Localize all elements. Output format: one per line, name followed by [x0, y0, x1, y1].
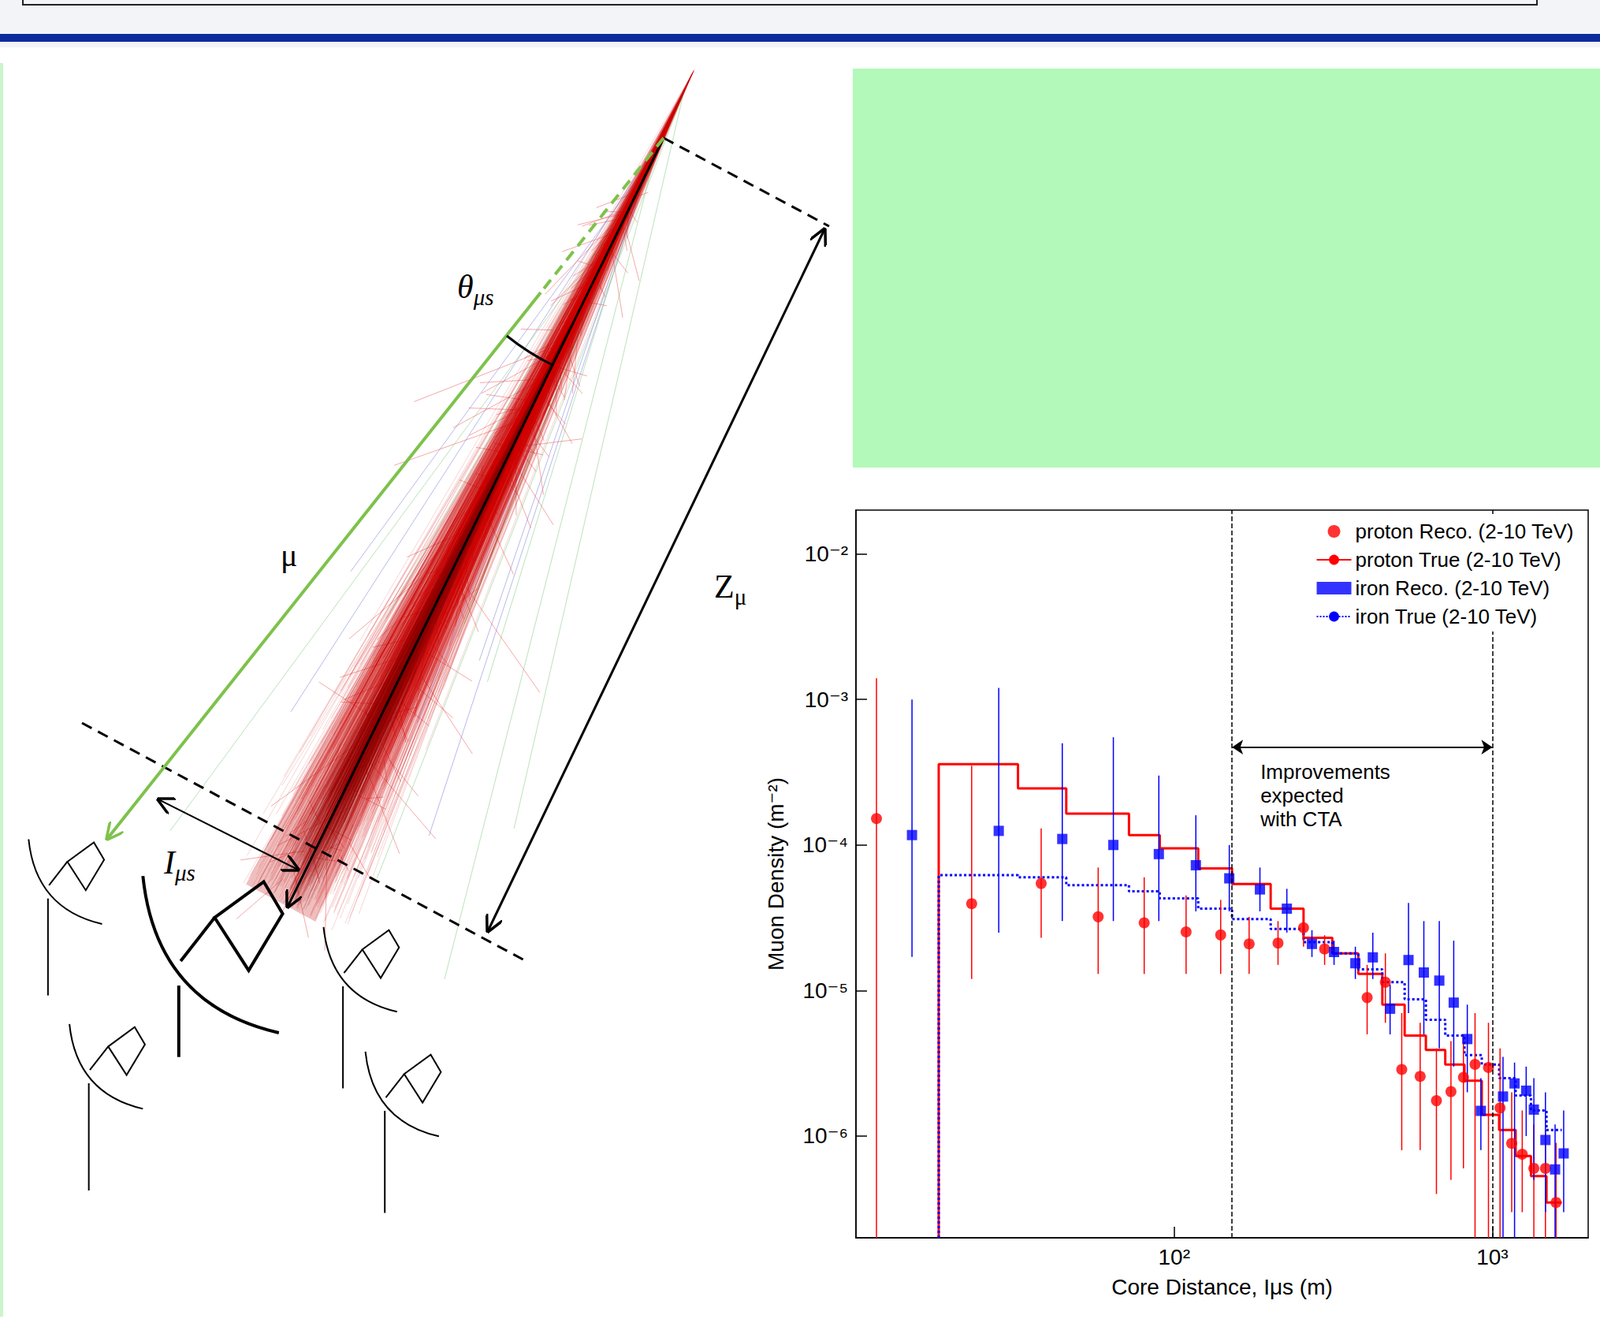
svg-text:10³: 10³: [1476, 1244, 1508, 1269]
svg-text:proton Reco. (2-10 TeV): proton Reco. (2-10 TeV): [1355, 519, 1574, 544]
svg-text:expected: expected: [1260, 783, 1344, 808]
svg-text:Muon Density (m⁻²): Muon Density (m⁻²): [763, 777, 789, 971]
svg-text:μ: μ: [280, 537, 298, 574]
svg-text:Zμ: Zμ: [714, 568, 747, 610]
svg-text:Iμs: Iμs: [163, 844, 196, 886]
svg-text:10⁻⁴: 10⁻⁴: [802, 832, 849, 857]
svg-text:Core Distance, Iμs (m): Core Distance, Iμs (m): [1111, 1274, 1333, 1299]
svg-text:10⁻⁶: 10⁻⁶: [803, 1123, 849, 1148]
svg-text:10⁻²: 10⁻²: [804, 541, 849, 566]
svg-text:iron Reco. (2-10 TeV): iron Reco. (2-10 TeV): [1355, 576, 1551, 600]
svg-text:10²: 10²: [1157, 1244, 1190, 1269]
svg-text:10⁻³: 10⁻³: [804, 687, 849, 712]
svg-text:10⁻⁵: 10⁻⁵: [802, 978, 849, 1003]
svg-text:with CTA: with CTA: [1259, 807, 1343, 831]
svg-text:proton True (2-10 TeV): proton True (2-10 TeV): [1355, 547, 1562, 572]
svg-text:θμs: θμs: [457, 268, 494, 310]
svg-text:iron True (2-10 TeV): iron True (2-10 TeV): [1355, 604, 1538, 629]
svg-text:Improvements: Improvements: [1260, 759, 1391, 784]
